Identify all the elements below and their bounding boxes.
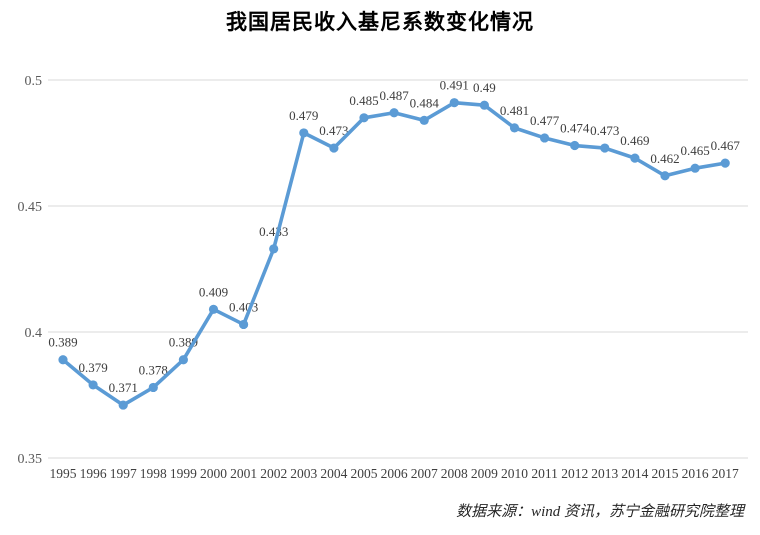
data-point-marker bbox=[269, 244, 279, 254]
data-point-marker bbox=[479, 100, 489, 110]
x-tick-label: 2017 bbox=[712, 466, 739, 481]
x-tick-label: 1995 bbox=[50, 466, 77, 481]
x-tick-label: 2011 bbox=[531, 466, 558, 481]
data-point-marker bbox=[359, 113, 369, 123]
x-tick-label: 2001 bbox=[230, 466, 257, 481]
y-tick-label: 0.4 bbox=[25, 326, 43, 341]
x-tick-label: 2005 bbox=[351, 466, 378, 481]
x-tick-label: 2004 bbox=[320, 466, 347, 481]
data-point-label: 0.465 bbox=[680, 143, 709, 158]
data-point-label: 0.378 bbox=[139, 362, 168, 377]
x-tick-label: 2003 bbox=[290, 466, 317, 481]
x-tick-label: 2010 bbox=[501, 466, 528, 481]
data-point-marker bbox=[148, 382, 158, 393]
x-tick-label: 1996 bbox=[80, 466, 107, 481]
data-point-marker bbox=[118, 400, 128, 410]
data-point-marker bbox=[690, 163, 700, 173]
data-point-marker bbox=[600, 143, 610, 153]
x-tick-label: 2002 bbox=[260, 466, 287, 481]
data-point-marker bbox=[540, 133, 550, 143]
x-tick-label: 2012 bbox=[561, 466, 588, 481]
data-point-label: 0.409 bbox=[199, 284, 228, 299]
data-point-label: 0.371 bbox=[109, 380, 138, 395]
data-point-marker bbox=[570, 140, 580, 151]
data-source-note: 数据来源：wind 资讯，苏宁金融研究院整理 bbox=[456, 504, 744, 520]
data-point-marker bbox=[299, 128, 309, 138]
data-point-label: 0.484 bbox=[410, 95, 440, 110]
data-point-label: 0.491 bbox=[440, 78, 469, 93]
y-tick-label: 0.5 bbox=[25, 74, 43, 89]
data-point-label: 0.389 bbox=[48, 335, 77, 350]
data-point-marker bbox=[419, 115, 429, 125]
data-point-marker bbox=[660, 171, 670, 181]
x-tick-label: 1999 bbox=[170, 466, 197, 481]
data-point-label: 0.49 bbox=[473, 80, 496, 95]
data-point-label: 0.477 bbox=[530, 113, 560, 128]
data-point-marker bbox=[720, 158, 730, 168]
x-tick-label: 1998 bbox=[140, 466, 167, 481]
x-tick-label: 2006 bbox=[381, 466, 408, 481]
data-point-label: 0.433 bbox=[259, 224, 288, 239]
data-point-marker bbox=[239, 319, 249, 330]
data-point-marker bbox=[178, 355, 188, 365]
data-point-marker bbox=[449, 98, 459, 108]
data-point-marker bbox=[630, 153, 640, 163]
x-tick-label: 1997 bbox=[110, 466, 137, 481]
data-point-label: 0.473 bbox=[319, 123, 348, 138]
data-point-label: 0.485 bbox=[349, 93, 378, 108]
data-point-label: 0.462 bbox=[650, 151, 679, 166]
y-tick-label: 0.35 bbox=[18, 452, 43, 467]
data-point-label: 0.467 bbox=[711, 138, 741, 153]
x-tick-label: 2008 bbox=[441, 466, 468, 481]
data-point-label: 0.473 bbox=[590, 123, 619, 138]
data-point-label: 0.487 bbox=[379, 88, 409, 103]
data-point-marker bbox=[208, 304, 219, 314]
data-point-label: 0.481 bbox=[500, 103, 529, 118]
data-point-marker bbox=[389, 108, 399, 118]
data-point-marker bbox=[58, 355, 68, 365]
x-tick-label: 2016 bbox=[682, 466, 709, 481]
data-point-marker bbox=[88, 380, 98, 390]
data-point-label: 0.379 bbox=[78, 360, 107, 375]
x-tick-label: 2013 bbox=[591, 466, 618, 481]
x-tick-label: 2014 bbox=[621, 466, 648, 481]
data-point-marker bbox=[329, 143, 339, 153]
data-point-label: 0.479 bbox=[289, 108, 318, 123]
x-tick-label: 2015 bbox=[652, 466, 679, 481]
data-point-marker bbox=[509, 123, 520, 133]
chart-title: 我国居民收入基尼系数变化情况 bbox=[226, 10, 534, 34]
x-tick-label: 2009 bbox=[471, 466, 498, 481]
data-point-label: 0.474 bbox=[560, 121, 590, 136]
data-point-label: 0.469 bbox=[620, 133, 649, 148]
x-tick-label: 2000 bbox=[200, 466, 227, 481]
x-tick-label: 2007 bbox=[411, 466, 438, 481]
y-tick-label: 0.45 bbox=[18, 200, 43, 215]
